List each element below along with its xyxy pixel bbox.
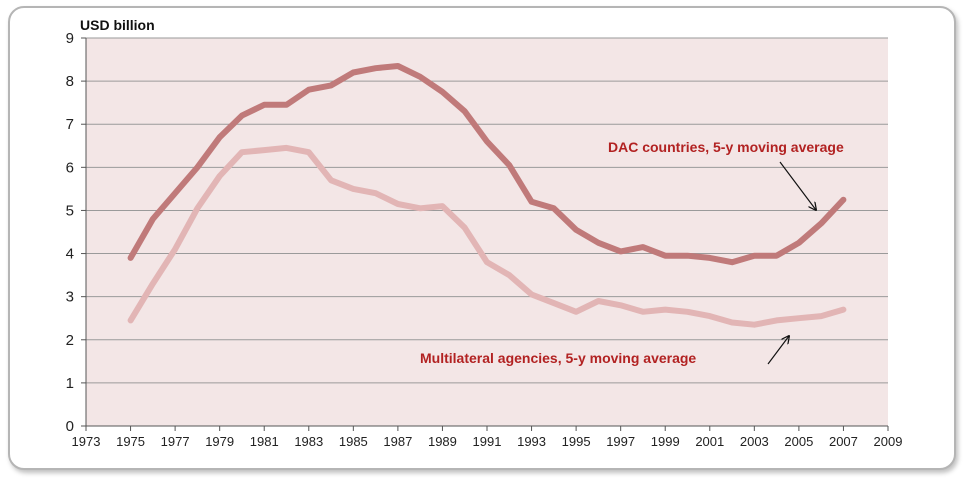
y-tick-label: 1 <box>66 375 74 392</box>
y-tick-label: 3 <box>66 289 74 306</box>
x-tick-label: 1981 <box>250 434 279 449</box>
y-tick-label: 5 <box>66 202 74 219</box>
y-tick-label: 8 <box>66 73 74 90</box>
series-label-dac: DAC countries, 5-y moving average <box>608 139 844 155</box>
x-tick-label: 2007 <box>829 434 858 449</box>
series-line-1 <box>127 144 847 328</box>
x-tick-label: 1987 <box>383 434 412 449</box>
annotation-arrow-dac <box>779 161 816 210</box>
x-tick-label: 1995 <box>562 434 591 449</box>
y-tick-label: 6 <box>66 159 74 176</box>
x-tick-label: 2005 <box>784 434 813 449</box>
x-tick-label: 1983 <box>294 434 323 449</box>
y-tick-label: 0 <box>66 418 74 435</box>
y-tick-label: 7 <box>66 116 74 133</box>
x-tick-label: 1973 <box>72 434 101 449</box>
y-tick-label: 4 <box>66 246 74 263</box>
series-label-multilateral: Multilateral agencies, 5-y moving averag… <box>420 350 696 366</box>
x-tick-label: 1999 <box>651 434 680 449</box>
x-tick-label: 2003 <box>740 434 769 449</box>
plot-area <box>86 38 888 426</box>
x-tick-label: 1975 <box>116 434 145 449</box>
x-tick-label: 1979 <box>205 434 234 449</box>
y-tick-label: 2 <box>66 332 74 349</box>
x-tick-label: 2009 <box>874 434 903 449</box>
x-tick-label: 1993 <box>517 434 546 449</box>
x-tick-label: 1989 <box>428 434 457 449</box>
series-line-0 <box>127 63 847 266</box>
y-tick-label: 9 <box>66 30 74 47</box>
x-tick-label: 1977 <box>161 434 190 449</box>
x-tick-label: 1985 <box>339 434 368 449</box>
x-tick-label: 1997 <box>606 434 635 449</box>
x-tick-label: 1991 <box>473 434 502 449</box>
annotation-arrow-multilateral <box>767 336 789 365</box>
x-tick-label: 2001 <box>695 434 724 449</box>
y-axis-unit-label: USD billion <box>80 17 155 33</box>
